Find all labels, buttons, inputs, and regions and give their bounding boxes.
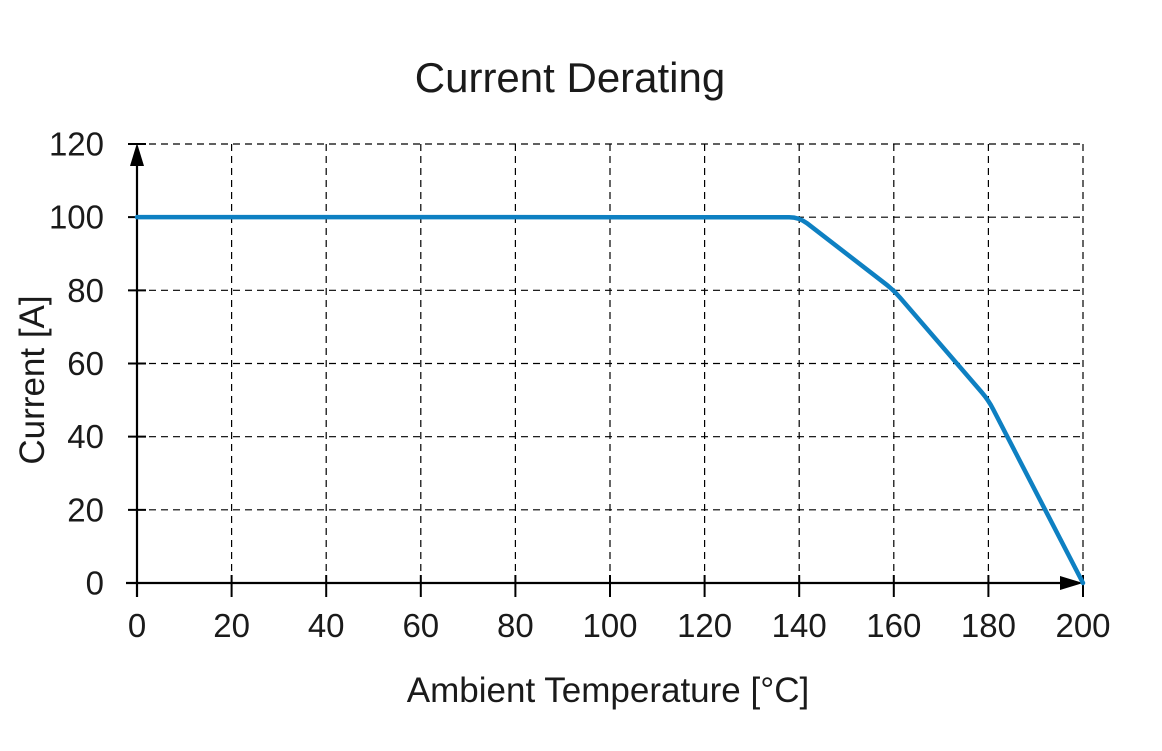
x-tick-label: 120	[677, 607, 732, 644]
x-tick-label: 180	[961, 607, 1016, 644]
data-series	[134, 214, 1086, 586]
y-tick-label: 60	[67, 345, 104, 382]
x-tick-label: 140	[772, 607, 827, 644]
y-axis-arrow-icon	[130, 143, 144, 166]
derating-curve	[134, 214, 1086, 586]
y-axis-label: Current [A]	[13, 295, 52, 464]
chart-title: Current Derating	[415, 54, 725, 101]
x-tick-label: 40	[308, 607, 345, 644]
x-tick-label: 200	[1055, 607, 1110, 644]
x-tick-label: 100	[582, 607, 637, 644]
tick-labels: 0 20 40 60 80 100 120 140 160 180 200 0 20 40 60 80 100 1…	[49, 126, 1111, 644]
y-tick-label: 120	[49, 126, 104, 163]
x-axis-label: Ambient Temperature [°C]	[407, 671, 809, 710]
y-tick-label: 80	[67, 272, 104, 309]
axes	[126, 143, 1083, 597]
x-tick-label: 60	[402, 607, 439, 644]
x-tick-label: 0	[128, 607, 146, 644]
gridlines	[137, 143, 1084, 583]
x-axis-arrow-icon	[1060, 576, 1083, 590]
tick-marks	[128, 143, 1084, 597]
x-tick-label: 80	[497, 607, 534, 644]
y-tick-label: 0	[86, 565, 104, 602]
y-tick-label: 40	[67, 418, 104, 455]
x-tick-label: 160	[866, 607, 921, 644]
x-tick-label: 20	[213, 607, 250, 644]
y-tick-label: 100	[49, 199, 104, 236]
y-tick-label: 20	[67, 491, 104, 528]
